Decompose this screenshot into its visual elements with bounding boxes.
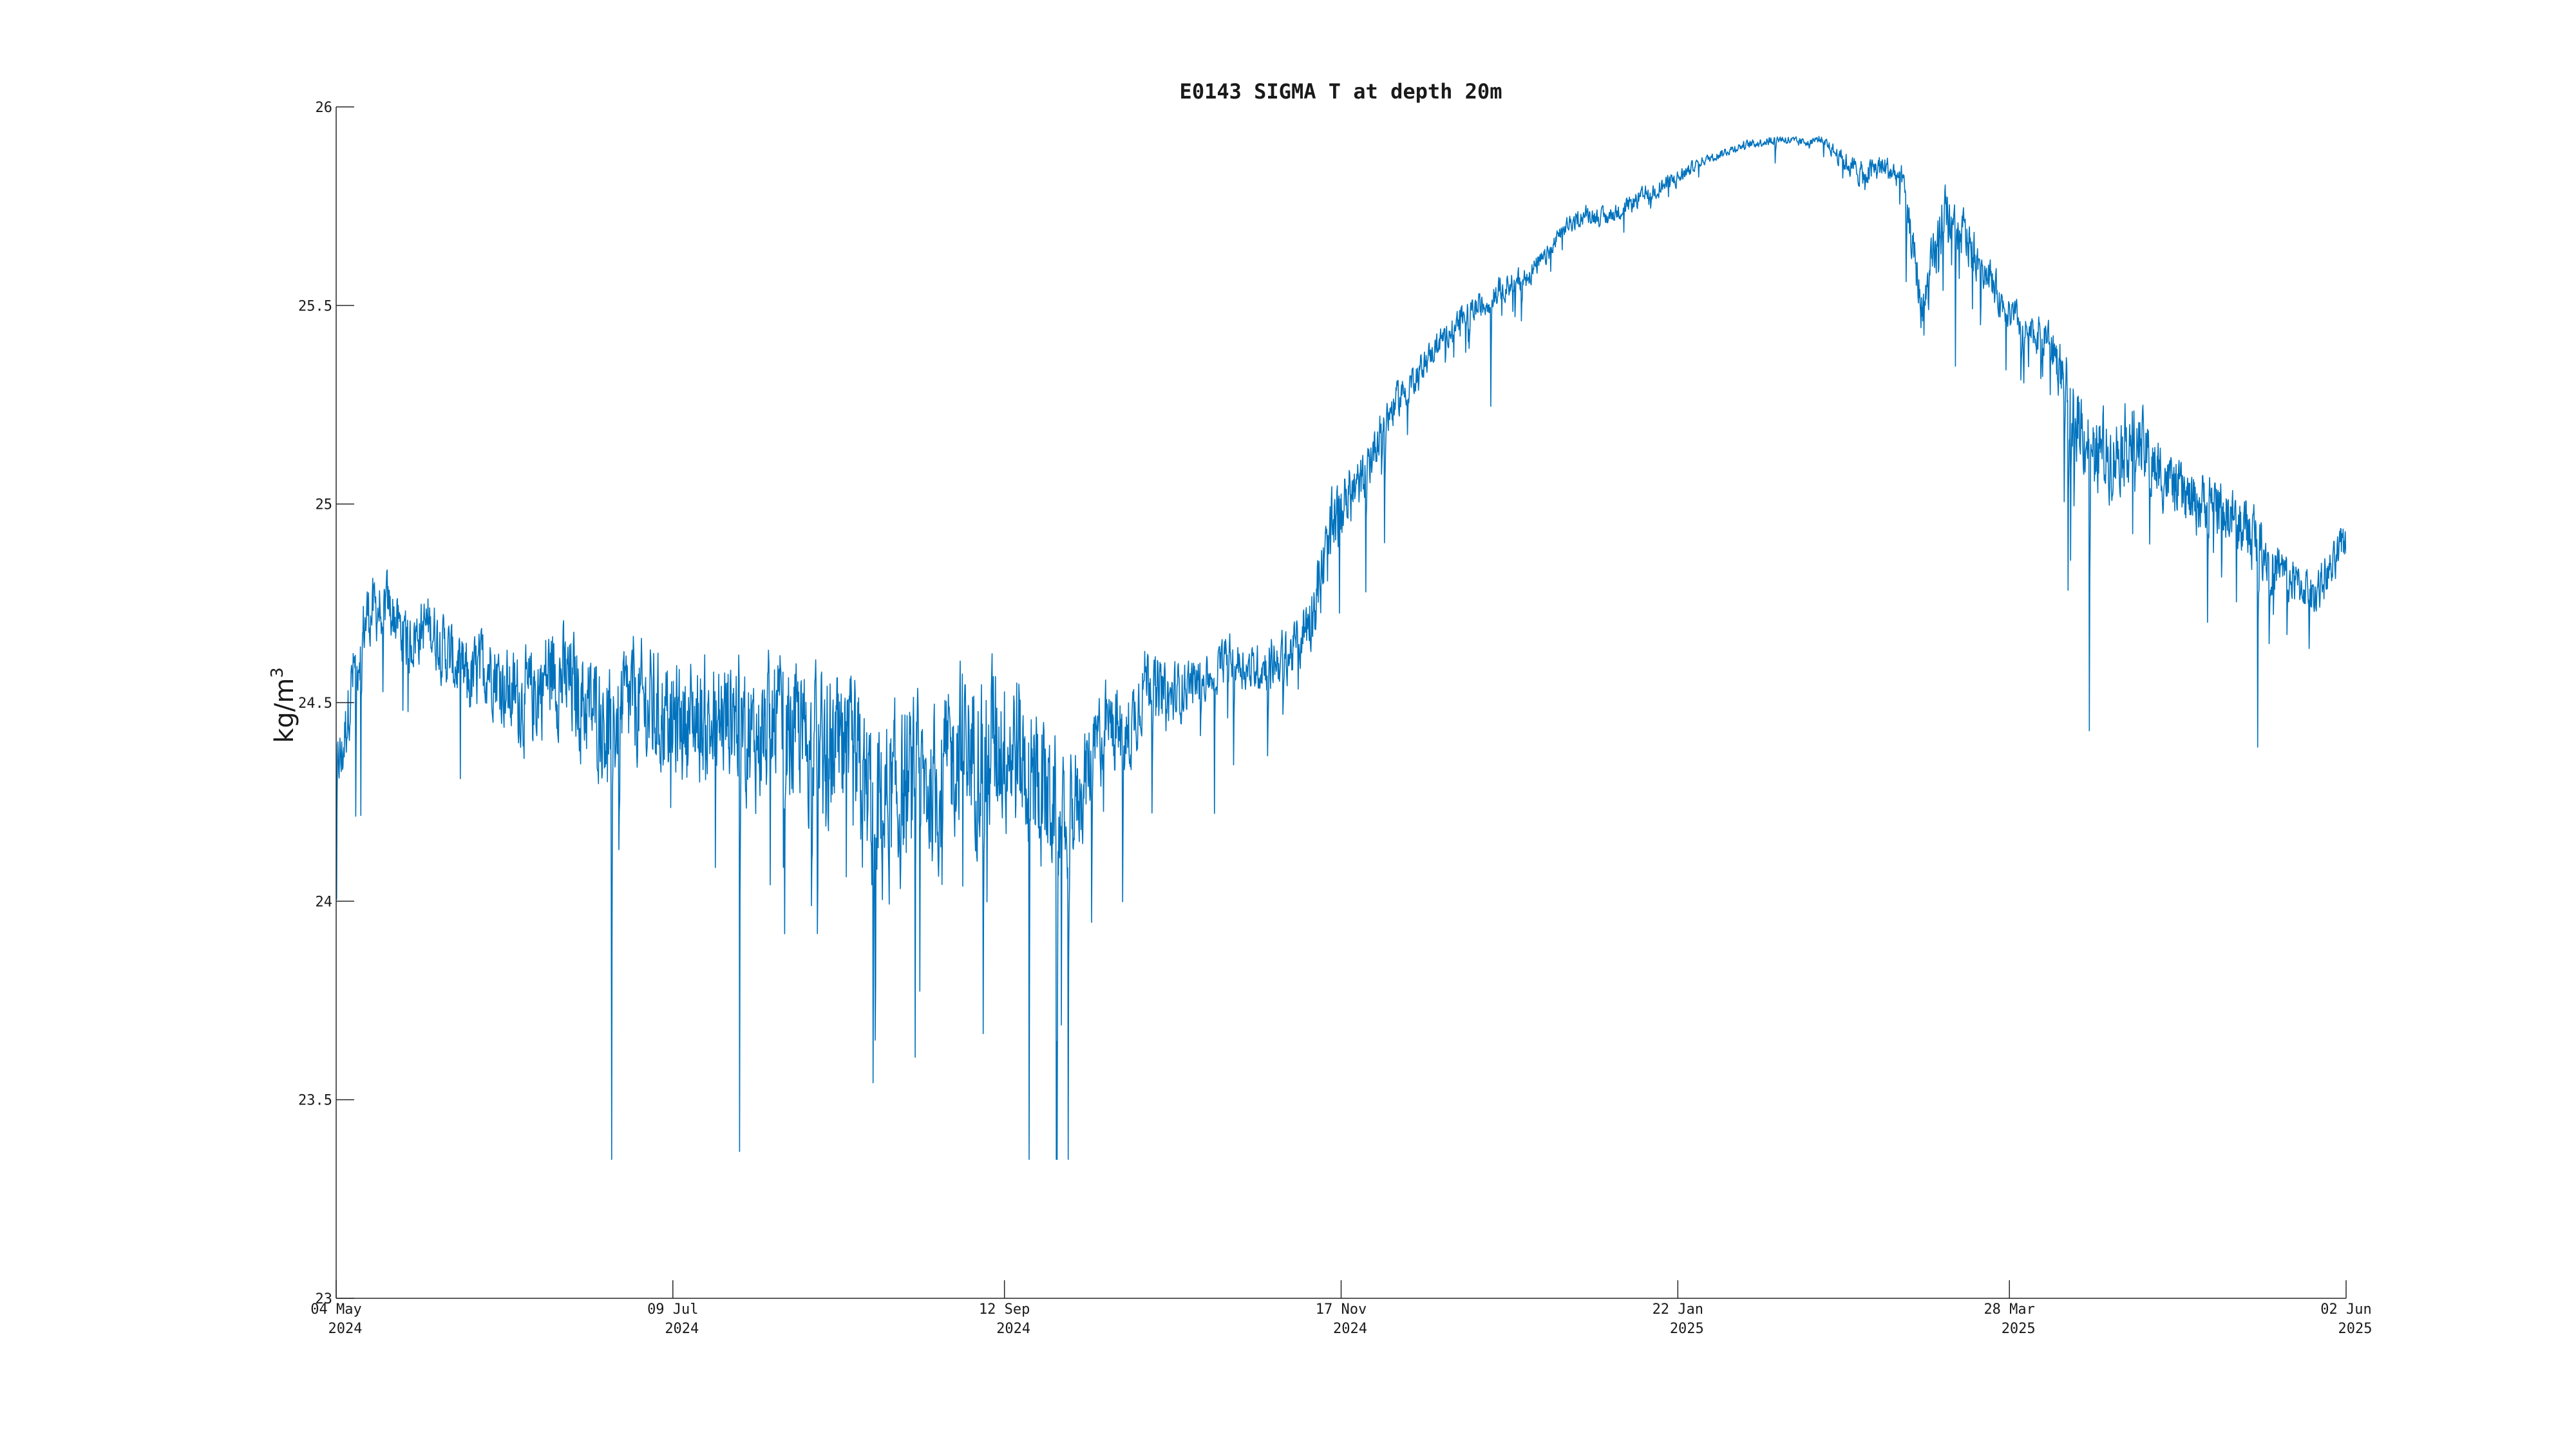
y-tick-label: 25 xyxy=(316,497,333,513)
svg-text:kg/m3: kg/m3 xyxy=(268,667,299,743)
sigma-t-series-line xyxy=(336,135,2346,1160)
x-tick-label: 04 May xyxy=(310,1302,361,1318)
y-axis-label: kg/m3 xyxy=(268,667,299,743)
x-tick-year-label: 2025 xyxy=(1670,1321,1704,1337)
y-tick-label: 23.5 xyxy=(298,1093,332,1109)
y-tick-label: 24.5 xyxy=(298,696,332,712)
x-tick-year-label: 2025 xyxy=(2002,1321,2036,1337)
x-tick-label: 28 Mar xyxy=(1984,1302,2034,1318)
y-tick-label: 23 xyxy=(316,1291,333,1307)
x-tick-year-label: 2024 xyxy=(328,1321,363,1337)
x-tick-year-label: 2025 xyxy=(2338,1321,2372,1337)
x-tick-year-label: 2024 xyxy=(1333,1321,1367,1337)
x-tick-label: 22 Jan xyxy=(1653,1302,1703,1318)
chart-title: E0143 SIGMA T at depth 20m xyxy=(1180,79,1502,104)
x-tick-year-label: 2024 xyxy=(996,1321,1030,1337)
x-tick-label: 02 Jun xyxy=(2320,1302,2371,1318)
y-tick-label: 25.5 xyxy=(298,298,332,314)
y-tick-label: 26 xyxy=(316,100,333,116)
x-tick-label: 12 Sep xyxy=(979,1302,1030,1318)
y-tick-label: 24 xyxy=(316,894,333,910)
y-axis-label-text: kg/m xyxy=(270,678,299,743)
y-axis-label-superscript: 3 xyxy=(268,667,287,678)
y-ticks: 23 23.5 24 24.5 25 25.5 26 xyxy=(298,100,354,1307)
x-tick-label: 09 Jul xyxy=(647,1302,698,1318)
x-ticks: 04 May 2024 09 Jul 2024 12 Sep 2024 17 Nov 2024… xyxy=(310,1280,2372,1337)
x-tick-label: 17 Nov xyxy=(1316,1302,1367,1318)
x-tick-year-label: 2024 xyxy=(665,1321,699,1337)
